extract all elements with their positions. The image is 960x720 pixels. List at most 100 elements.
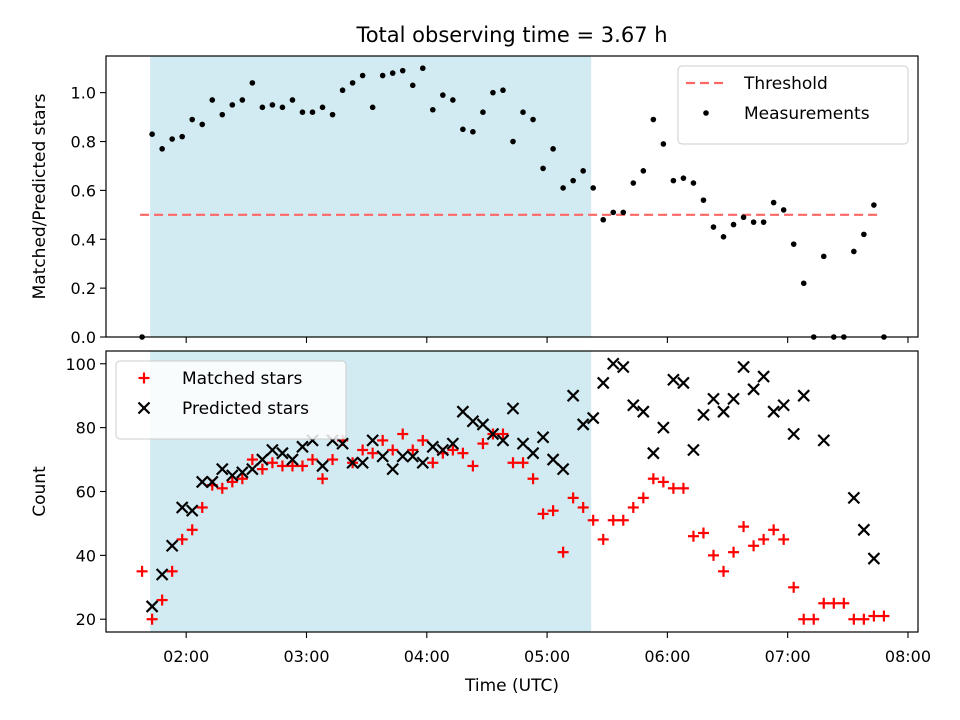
measurements-point xyxy=(249,80,256,86)
measurements-point xyxy=(710,224,717,230)
measurements-point xyxy=(690,180,697,186)
predicted-stars-point xyxy=(717,405,730,418)
predicted-stars-point xyxy=(867,552,881,565)
predicted-stars-point xyxy=(316,459,329,473)
measurements-point xyxy=(189,116,196,123)
predicted-stars-point xyxy=(276,446,289,460)
predicted-stars-point xyxy=(677,376,690,390)
matched-stars-point xyxy=(497,428,509,440)
measurements-point xyxy=(540,165,546,172)
top-panel: 0.0 0.2 0.4 0.6 0.8 1.0 Matched/Predicted sta… xyxy=(30,55,919,347)
predicted-stars-point xyxy=(376,450,389,463)
matched-stars-point xyxy=(176,533,188,545)
predicted-stars-point xyxy=(737,360,750,374)
measurements-point xyxy=(269,102,276,108)
measurements-point xyxy=(319,104,326,111)
measurements-point xyxy=(851,248,857,255)
matched-stars-point xyxy=(166,565,178,577)
predicted-stars-point xyxy=(366,434,379,447)
matched-stars-point xyxy=(587,514,599,526)
measurements-point xyxy=(279,104,286,111)
measurements-point xyxy=(600,216,607,223)
legend-threshold-label: Threshold xyxy=(743,74,828,94)
measurements-point xyxy=(580,168,586,174)
predicted-stars-point xyxy=(817,434,831,447)
x-tick-label: 05:00 xyxy=(524,647,570,666)
measurements-point xyxy=(179,133,185,140)
matched-stars-point xyxy=(286,460,298,472)
matched-stars-point xyxy=(697,527,709,539)
chart-title: Total observing time = 3.67 h xyxy=(355,23,667,47)
measurements-point xyxy=(199,121,206,128)
measurements-point xyxy=(339,87,346,94)
measurements-point xyxy=(289,97,296,103)
measurements-point xyxy=(560,185,566,191)
matched-stars-point xyxy=(367,447,379,459)
measurements-point xyxy=(169,136,175,142)
measurements-point xyxy=(730,221,737,228)
matched-stars-point xyxy=(637,492,649,504)
measurements-point xyxy=(680,175,687,181)
matched-stars-point xyxy=(327,454,339,466)
matched-stars-point xyxy=(557,546,569,558)
matched-stars-point xyxy=(256,463,268,475)
y-tick-label: 20 xyxy=(76,610,96,629)
predicted-stars-point xyxy=(286,453,299,466)
measurements-point xyxy=(620,209,627,216)
predicted-stars-point xyxy=(436,443,450,457)
matched-stars-point xyxy=(677,482,689,494)
measurements-point xyxy=(520,109,526,115)
measurements-point xyxy=(379,72,386,79)
measurements-point xyxy=(550,146,556,152)
y-tick-label: 0.0 xyxy=(71,328,96,347)
x-tick-label: 06:00 xyxy=(644,647,690,666)
y-tick-label: 60 xyxy=(76,483,96,502)
matched-stars-point xyxy=(467,460,479,472)
predicted-stars-point xyxy=(637,405,650,418)
predicted-stars-point xyxy=(236,466,249,479)
legend-matched-stars-label: Matched stars xyxy=(182,369,302,389)
predicted-stars-point xyxy=(446,437,460,450)
matched-stars-point xyxy=(537,508,549,520)
legend-matched-stars-swatch xyxy=(138,372,150,384)
matched-stars-point xyxy=(517,457,529,469)
bottom-legend[interactable]: Matched stars Predicted stars xyxy=(115,360,347,440)
measurements-point xyxy=(409,82,416,89)
bottom-y-axis-label: Count xyxy=(30,466,50,517)
measurements-point xyxy=(871,202,877,208)
measurements-point xyxy=(419,65,426,72)
matched-stars-point xyxy=(577,501,589,513)
y-tick-label: 80 xyxy=(76,419,96,438)
matched-stars-point xyxy=(527,473,539,485)
matched-stars-point xyxy=(878,610,890,622)
measurements-point xyxy=(861,231,867,238)
matched-stars-point xyxy=(387,444,399,456)
predicted-stars-point xyxy=(566,389,580,402)
measurements-point xyxy=(610,209,617,216)
predicted-stars-point xyxy=(185,504,199,517)
predicted-stars-point xyxy=(165,539,179,553)
predicted-stars-point xyxy=(687,443,700,457)
legend-predicted-stars-label: Predicted stars xyxy=(182,399,309,419)
predicted-stars-point xyxy=(586,411,600,425)
matched-stars-point xyxy=(377,434,389,446)
predicted-stars-point xyxy=(246,462,259,476)
measurements-point xyxy=(209,97,216,103)
predicted-stars-point xyxy=(195,475,209,489)
measurements-point xyxy=(500,87,506,94)
measurements-point xyxy=(640,168,647,174)
top-legend[interactable]: Threshold Measurements xyxy=(677,65,909,145)
predicted-stars-point xyxy=(596,376,610,390)
measurements-point xyxy=(570,177,576,184)
matched-stars-point xyxy=(196,501,208,513)
x-axis-label: Time (UTC) xyxy=(464,676,559,696)
matched-stars-point xyxy=(477,438,489,450)
x-tick-label: 04:00 xyxy=(404,647,450,666)
measurements-point xyxy=(239,97,246,103)
matched-stars-point xyxy=(808,613,820,625)
predicted-stars-point xyxy=(145,600,159,613)
matched-stars-point xyxy=(728,546,740,558)
predicted-stars-point xyxy=(396,450,410,463)
measurements-point xyxy=(820,253,827,260)
y-tick-label: 0.2 xyxy=(71,279,96,298)
